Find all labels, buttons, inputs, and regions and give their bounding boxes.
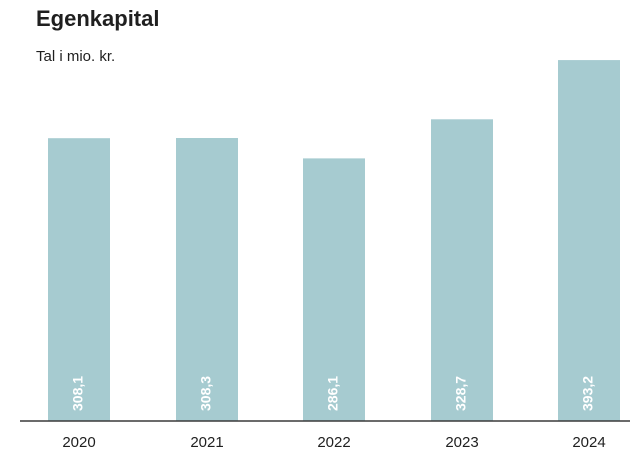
chart-title: Egenkapital bbox=[36, 6, 160, 31]
chart-subtitle: Tal i mio. kr. bbox=[36, 48, 116, 65]
x-tick-labels: 2020 2021 2022 2023 2024 bbox=[62, 434, 605, 451]
bars-group: 308,1 308,3 286,1 328,7 393,2 bbox=[48, 60, 620, 422]
bar-2021 bbox=[176, 138, 238, 422]
x-tick-label-2022: 2022 bbox=[317, 434, 350, 451]
bar-value-label-2020: 308,1 bbox=[70, 376, 86, 411]
bar-value-label-2023: 328,7 bbox=[453, 376, 469, 411]
bar-value-label-2021: 308,3 bbox=[198, 376, 214, 411]
bar-value-label-2022: 286,1 bbox=[325, 376, 341, 411]
x-tick-label-2020: 2020 bbox=[62, 434, 95, 451]
bar-2024 bbox=[558, 60, 620, 421]
x-tick-label-2024: 2024 bbox=[572, 434, 605, 451]
bar-2023 bbox=[431, 119, 493, 422]
bar-value-label-2024: 393,2 bbox=[580, 376, 596, 411]
x-tick-label-2023: 2023 bbox=[445, 434, 478, 451]
x-tick-label-2021: 2021 bbox=[190, 434, 223, 451]
bar-2022 bbox=[303, 158, 365, 422]
bar-2020 bbox=[48, 138, 110, 421]
